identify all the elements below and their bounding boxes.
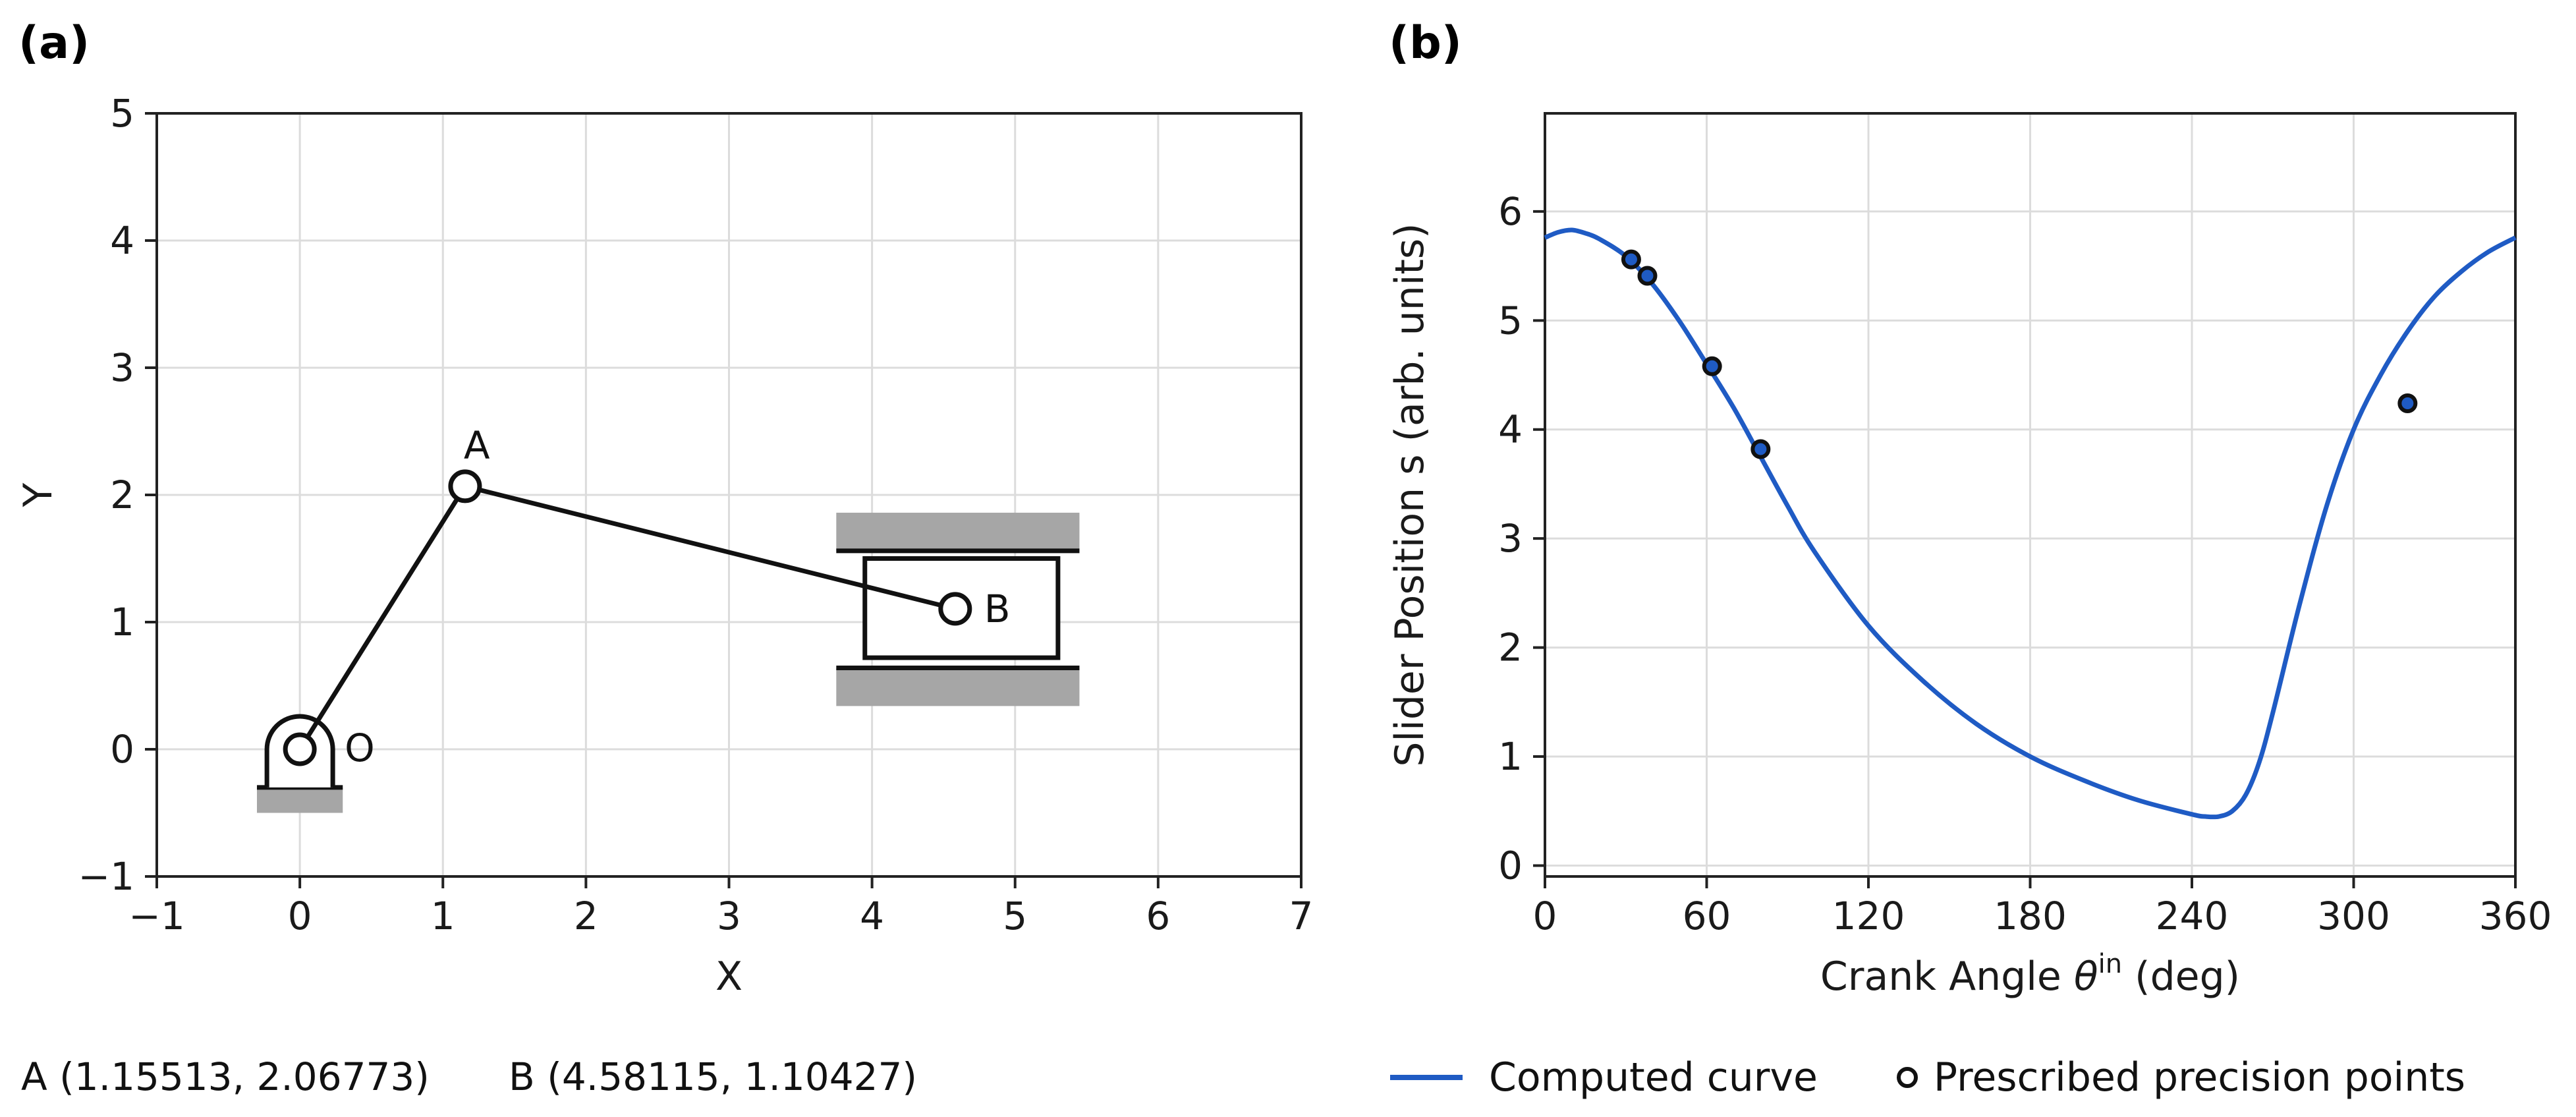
y-tick-label: 3 bbox=[110, 345, 134, 390]
panel-b-slider-position-plot: 0 60 120 180 240 300 360 0 1 2 3 4 5 6 Crank Angle θin… bbox=[1387, 112, 2552, 1000]
y-tick-label: 6 bbox=[1498, 189, 1523, 234]
precision-point bbox=[1750, 439, 1771, 459]
plot-frame bbox=[1544, 112, 2517, 878]
precision-point bbox=[1702, 356, 1722, 376]
y-tick-label: −1 bbox=[78, 854, 135, 899]
y-tick-label: 5 bbox=[110, 91, 134, 136]
x-tick-label: 60 bbox=[1683, 894, 1731, 938]
legend-computed-curve-label: Computed curve bbox=[1489, 1054, 1818, 1101]
point-b-coordinates: B (4.58115, 1.10427) bbox=[509, 1054, 918, 1099]
y-tick-label: 4 bbox=[1498, 407, 1523, 452]
x-axis-label: X bbox=[715, 954, 742, 1000]
joint-label-B: B bbox=[984, 587, 1011, 631]
precision-point bbox=[1637, 266, 1658, 286]
link-AB bbox=[464, 484, 956, 612]
y-axis-label: Slider Position s (arb. units) bbox=[1387, 223, 1433, 766]
y-tick-label: 3 bbox=[1498, 516, 1523, 561]
legend: Computed curve Prescribed precision poin… bbox=[1390, 1054, 2465, 1101]
joint-label-O: O bbox=[345, 726, 375, 770]
x-tick-label: 300 bbox=[2317, 894, 2390, 938]
joint-A bbox=[448, 469, 482, 503]
precision-point bbox=[1621, 249, 1641, 270]
joint-label-A: A bbox=[464, 423, 490, 468]
x-tick-label: 5 bbox=[1003, 894, 1027, 938]
legend-precision-points-label: Prescribed precision points bbox=[1933, 1054, 2466, 1101]
x-tick-label: 240 bbox=[2156, 894, 2229, 938]
x-tick-label: 180 bbox=[1994, 894, 2067, 938]
y-tick-label: 5 bbox=[1498, 298, 1523, 343]
x-tick-label: 360 bbox=[2479, 894, 2552, 938]
joint-B bbox=[938, 592, 972, 626]
x-tick-label: 120 bbox=[1832, 894, 1905, 938]
legend-circle-marker bbox=[1896, 1067, 1918, 1088]
y-tick-label: 1 bbox=[110, 600, 134, 644]
panel-b-label: (b) bbox=[1389, 17, 1462, 69]
x-axis-label: Crank Angle θin (deg) bbox=[1820, 949, 2240, 1000]
y-tick-label: 1 bbox=[1498, 734, 1523, 779]
point-a-coordinates: A (1.15513, 2.06773) bbox=[21, 1054, 430, 1099]
precision-point bbox=[2397, 393, 2418, 414]
x-tick-label: −1 bbox=[128, 894, 185, 938]
link-OA bbox=[298, 485, 467, 751]
y-tick-label: 2 bbox=[110, 473, 134, 517]
y-tick-label: 0 bbox=[110, 727, 134, 772]
y-tick-label: 0 bbox=[1498, 843, 1523, 888]
computed-curve-line bbox=[1544, 227, 2517, 820]
y-tick-label: 4 bbox=[110, 218, 134, 263]
panel-a-label: (a) bbox=[18, 17, 90, 69]
joint-O bbox=[283, 732, 317, 766]
y-tick-label: 2 bbox=[1498, 625, 1523, 670]
x-tick-label: 2 bbox=[574, 894, 598, 938]
x-tick-label: 6 bbox=[1146, 894, 1170, 938]
x-tick-label: 4 bbox=[860, 894, 884, 938]
lower-rail-shade bbox=[836, 668, 1080, 706]
panel-a-mechanism-plot: −1 0 1 2 3 4 5 6 7 −1 0 1 2 3 4 5 X Y O A B bbox=[15, 91, 1313, 1000]
legend-line-marker bbox=[1390, 1075, 1463, 1080]
plot-frame bbox=[155, 112, 1302, 878]
x-tick-label: 7 bbox=[1289, 894, 1314, 938]
x-tick-label: 1 bbox=[431, 894, 455, 938]
upper-rail-shade bbox=[836, 513, 1080, 551]
y-axis-label: Y bbox=[15, 482, 61, 507]
x-tick-label: 0 bbox=[288, 894, 312, 938]
ground-shade bbox=[256, 787, 343, 813]
x-tick-label: 0 bbox=[1533, 894, 1557, 938]
x-tick-label: 3 bbox=[717, 894, 741, 938]
